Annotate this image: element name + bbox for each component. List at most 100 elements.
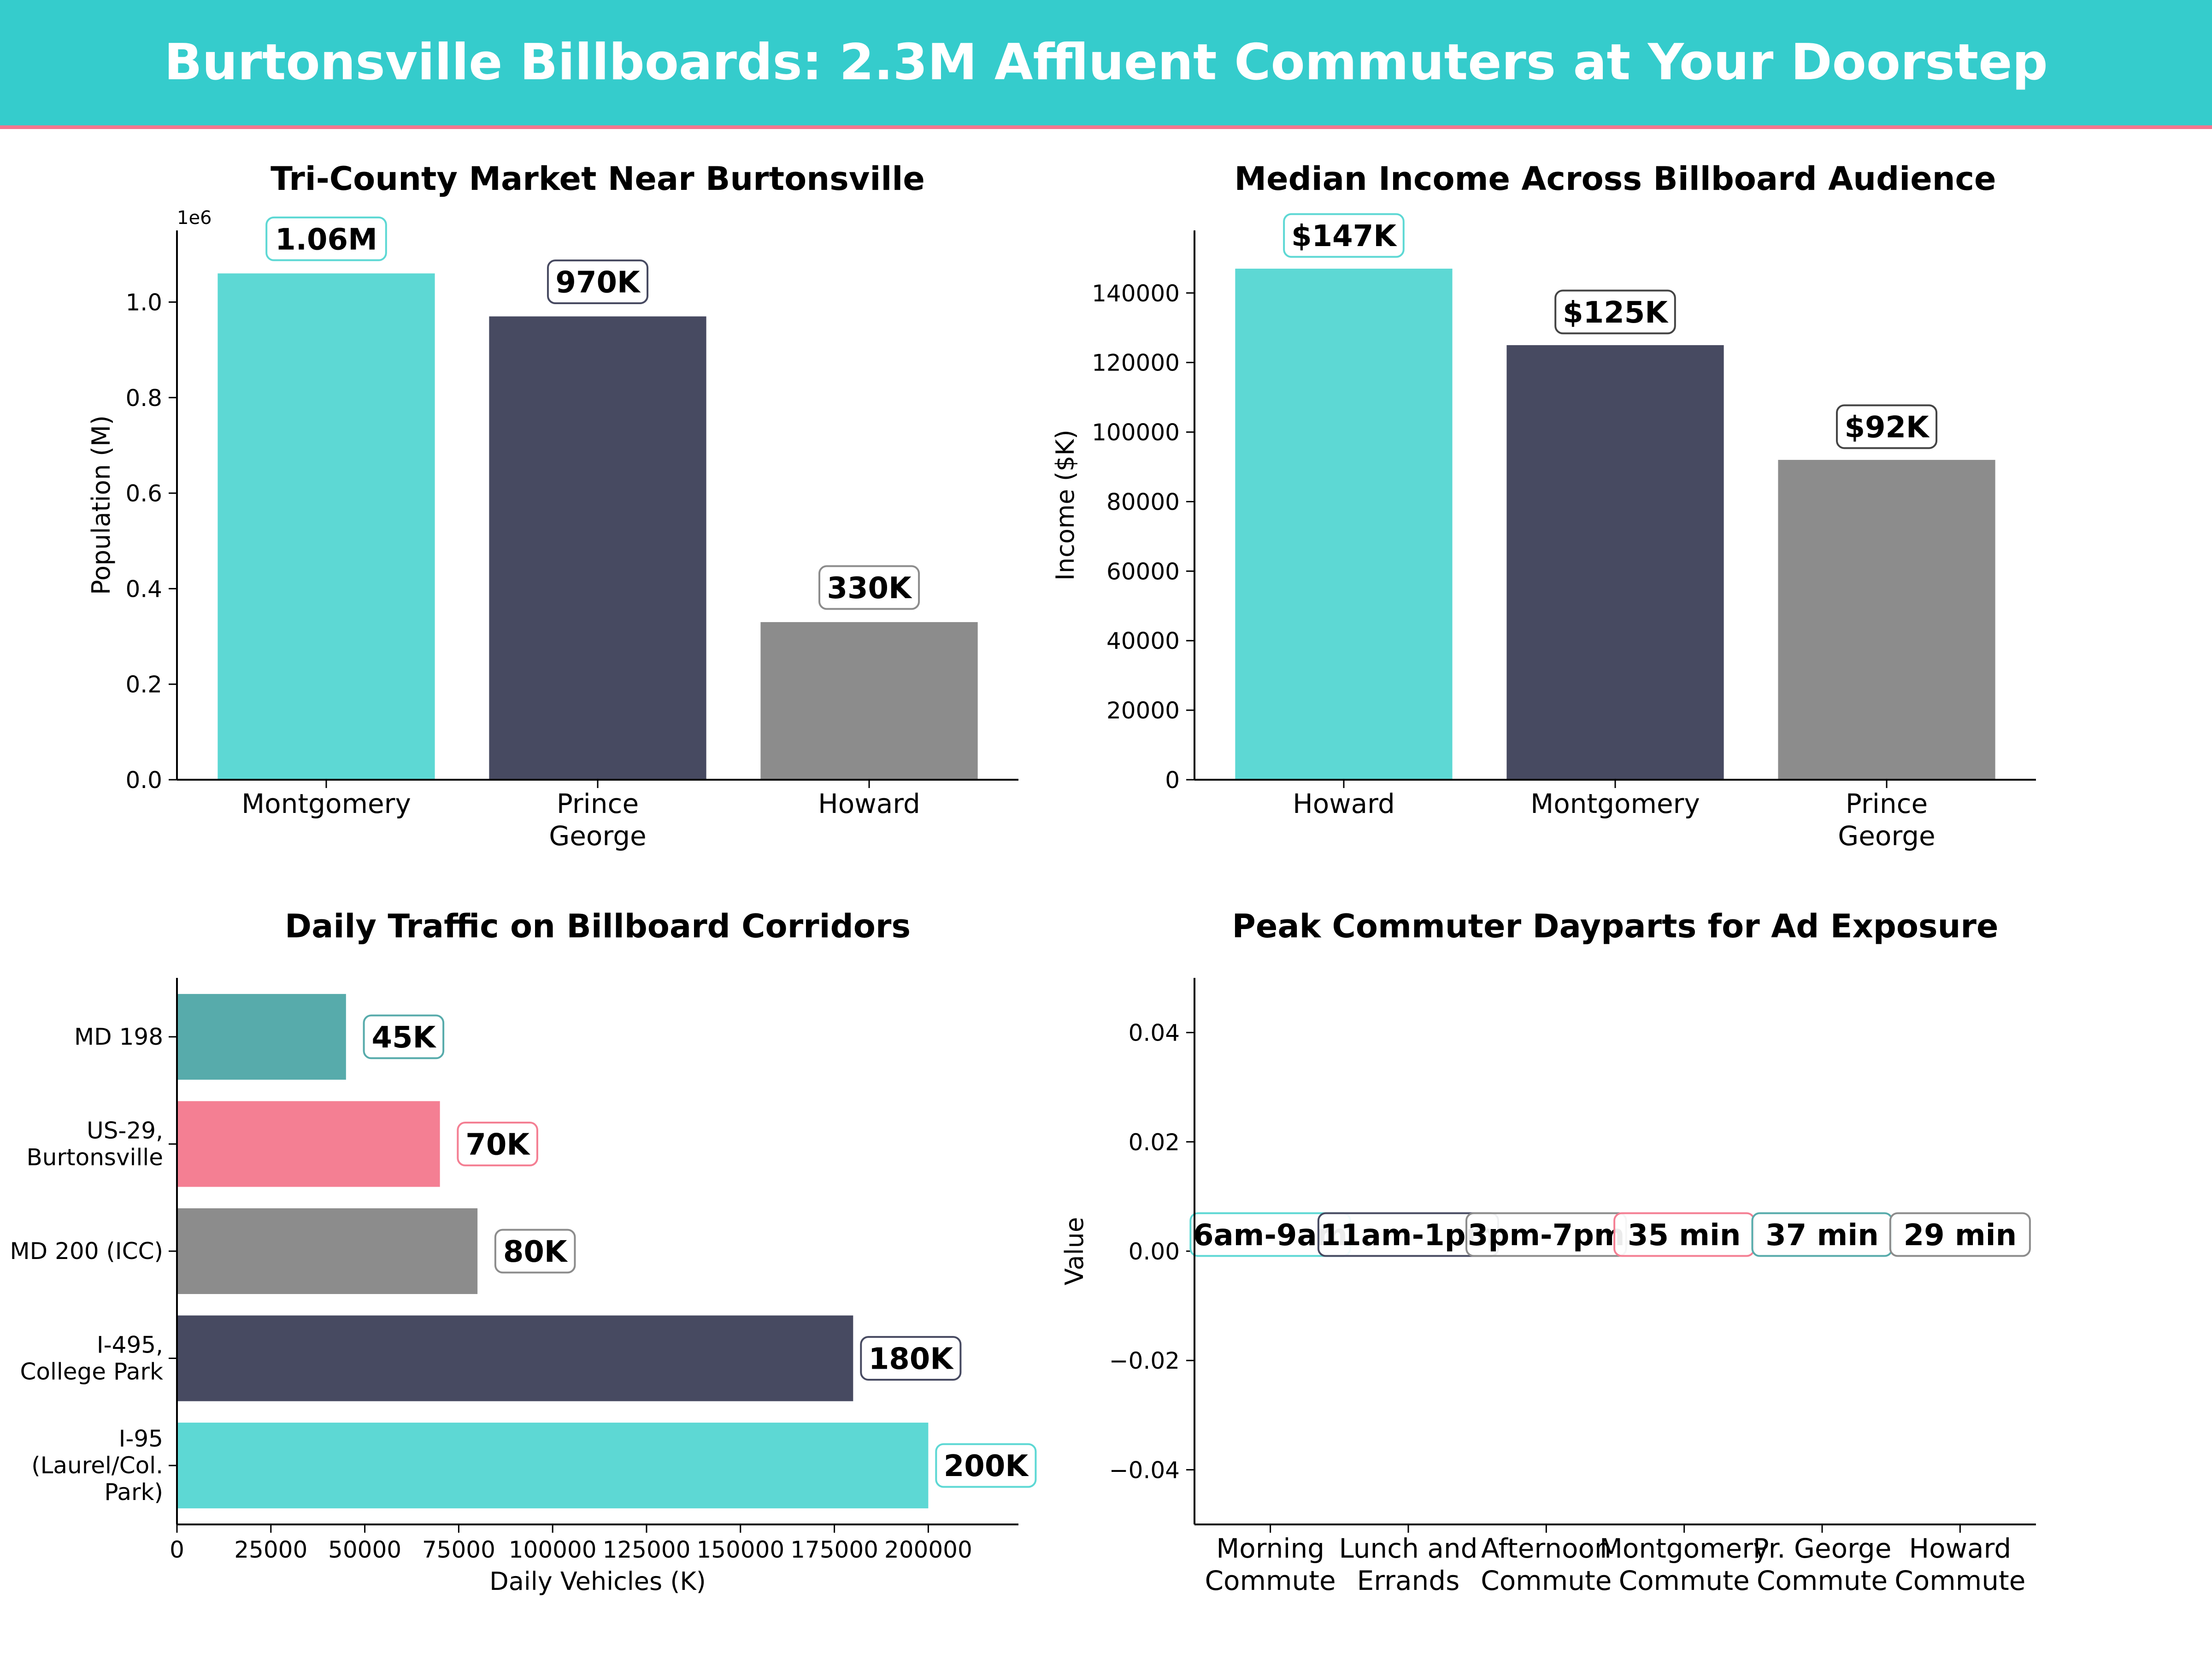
data-label: $125K (1563, 296, 1669, 330)
y-tick-label: I-495, College Park (20, 1332, 164, 1385)
data-label: 330K (827, 571, 912, 606)
y-axis-label: Value (1060, 1217, 1089, 1285)
bar (1778, 459, 1995, 780)
x-tick-label: 200000 (884, 1536, 972, 1563)
y-tick-label: MD 200 (ICC) (10, 1238, 163, 1265)
income-chart: Median Income Across Billboard Audience I… (1051, 160, 2036, 852)
data-label: 70K (465, 1128, 530, 1162)
data-label: 37 min (1765, 1218, 1879, 1253)
bar (760, 622, 978, 780)
chart-title: Tri-County Market Near Burtonsville (271, 160, 925, 198)
y-tick-label: 40000 (1106, 628, 1180, 654)
x-tick-label: Howard (1293, 788, 1395, 819)
y-tick-label: −0.02 (1109, 1347, 1180, 1374)
x-tick-label: 100000 (509, 1536, 597, 1563)
x-tick-label: Howard Commute (1894, 1533, 2025, 1596)
data-label: 3pm-7pm (1468, 1218, 1625, 1253)
data-label-box (935, 1443, 1037, 1488)
data-label-group: 3pm-7pm (1465, 1212, 1627, 1257)
data-label-box (547, 259, 649, 304)
bar (177, 1208, 478, 1294)
x-tick-label: 75000 (422, 1536, 495, 1563)
data-label-group: 200K (935, 1443, 1037, 1488)
y-tick-label: 80000 (1106, 488, 1180, 515)
bar (177, 1315, 853, 1401)
data-label: 80K (503, 1235, 568, 1269)
x-axis-label: Daily Vehicles (K) (489, 1567, 706, 1596)
data-label: $92K (1844, 411, 1930, 445)
data-label-group: 330K (818, 565, 920, 610)
x-tick-label: 175000 (790, 1536, 878, 1563)
data-label-group: 1.06M (265, 216, 387, 261)
data-label-box (494, 1229, 576, 1274)
data-label-group: 70K (457, 1122, 538, 1166)
data-label-group: $92K (1835, 404, 1938, 449)
data-label-group: 37 min (1751, 1212, 1893, 1257)
bar (489, 316, 706, 780)
data-label: $147K (1291, 219, 1397, 253)
data-label-box (1554, 289, 1676, 335)
y-tick-label: −0.04 (1109, 1457, 1180, 1483)
y-tick-label: 120000 (1092, 350, 1180, 377)
data-label: 1.06M (275, 223, 377, 257)
data-label-box (1283, 213, 1405, 258)
data-label-box (860, 1336, 962, 1381)
data-label-group: $125K (1554, 289, 1676, 335)
y-tick-label: 0.00 (1129, 1238, 1180, 1265)
x-tick-label: 0 (170, 1536, 184, 1563)
data-label-group: 80K (494, 1229, 576, 1274)
y-tick-label: 0.02 (1129, 1129, 1180, 1156)
x-tick-label: Montgomery Commute (1600, 1533, 1769, 1596)
x-tick-label: Prince George (549, 788, 646, 852)
data-label-box (363, 1014, 445, 1059)
bar (177, 1101, 440, 1187)
x-tick-label: Morning Commute (1205, 1533, 1336, 1596)
y-tick-label: 0.0 (125, 767, 162, 794)
y-tick-label: 0.8 (125, 385, 162, 412)
y-tick-label: 0.6 (125, 480, 162, 507)
bar (1235, 268, 1453, 780)
y-tick-label: US-29, Burtonsville (26, 1117, 163, 1171)
data-label: 35 min (1628, 1218, 1741, 1253)
data-label-group: 45K (363, 1014, 445, 1059)
data-label: 200K (944, 1449, 1030, 1483)
chart-title: Median Income Across Billboard Audience (1234, 160, 1996, 198)
y-tick-label: 100000 (1092, 419, 1180, 446)
bar (218, 273, 435, 780)
x-tick-label: Afternoon Commute (1481, 1533, 1612, 1596)
y-tick-label: MD 198 (74, 1024, 163, 1050)
data-label-group: $147K (1283, 213, 1405, 258)
chart-title: Peak Commuter Dayparts for Ad Exposure (1232, 907, 1999, 945)
data-label-box (265, 216, 387, 261)
data-label-box (457, 1122, 538, 1166)
data-label-group: 29 min (1889, 1212, 2031, 1257)
axis-offset-label: 1e6 (177, 207, 212, 229)
x-tick-label: 150000 (696, 1536, 784, 1563)
y-tick-label: 60000 (1106, 558, 1180, 585)
banner-title: Burtonsville Billboards: 2.3M Affluent C… (164, 34, 2048, 91)
y-tick-label: 0.2 (125, 671, 162, 698)
chart-title: Daily Traffic on Billboard Corridors (285, 907, 911, 945)
data-label-group: 180K (860, 1336, 962, 1381)
data-label: 180K (869, 1342, 954, 1377)
y-tick-label: 0.4 (125, 576, 162, 602)
x-tick-label: 125000 (603, 1536, 691, 1563)
y-tick-label: 1.0 (125, 289, 162, 316)
x-tick-label: Prince George (1838, 788, 1935, 852)
y-tick-label: 140000 (1092, 280, 1180, 307)
data-label-group: 35 min (1613, 1212, 1755, 1257)
x-tick-label: Montgomery (1530, 788, 1700, 819)
y-tick-label: 20000 (1106, 697, 1180, 724)
x-tick-label: Montgomery (241, 788, 411, 819)
dayparts-chart: Peak Commuter Dayparts for Ad Exposure Va… (1060, 907, 2036, 1596)
data-label: 45K (372, 1021, 437, 1055)
bar (1506, 345, 1724, 780)
population-chart: Tri-County Market Near Burtonsville Popul… (87, 160, 1018, 852)
y-axis-label: Income ($K) (1051, 429, 1080, 581)
x-tick-label: 25000 (234, 1536, 307, 1563)
data-label-box (1835, 404, 1938, 449)
y-tick-label: I-95 (Laurel/Col. Park) (31, 1425, 163, 1506)
x-tick-label: Pr. George Commute (1753, 1533, 1892, 1596)
data-label: 29 min (1904, 1218, 2017, 1253)
